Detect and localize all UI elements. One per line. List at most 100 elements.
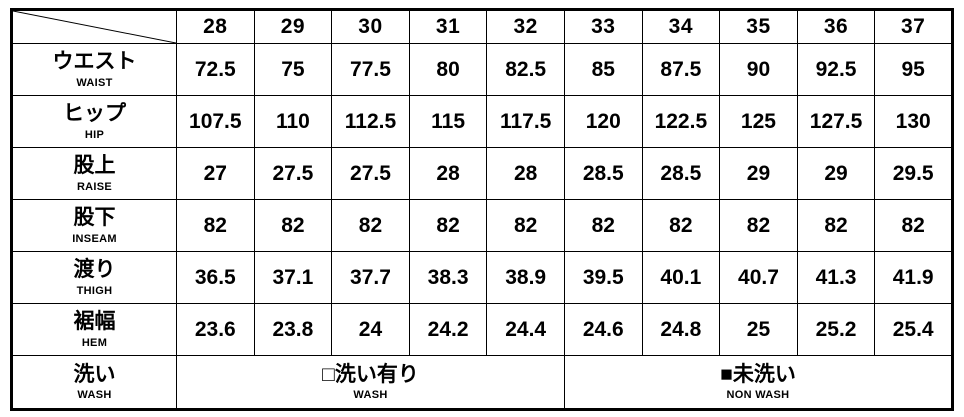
value-cell-raise-size-31: 28 [408,147,488,200]
value-cell-waist-size-32: 82.5 [486,43,565,96]
value-cell-raise-size-34: 28.5 [641,147,721,200]
size-col-header-28: 28 [176,9,255,44]
value-cell-waist-size-28: 72.5 [176,43,255,96]
row-label-english: HEM [81,336,108,349]
value-cell-hip-size-36: 127.5 [796,95,876,148]
size-chart-table: 28 29 30 31 32 33 34 35 36 37 ウエスト WAIST 72.5 75 77.5… [10,8,954,411]
size-col-header-31: 31 [408,9,488,44]
value-cell-raise-size-32: 28 [486,147,565,200]
value-cell-inseam-size-30: 82 [331,199,410,252]
value-cell-thigh-size-32: 38.9 [486,251,565,304]
value-cell-thigh-size-29: 37.1 [253,251,333,304]
size-col-header-36: 36 [796,9,876,44]
value-cell-hip-size-32: 117.5 [486,95,565,148]
value-cell-thigh-size-33: 39.5 [563,251,643,304]
value-cell-hip-size-31: 115 [408,95,488,148]
wash-group-cell-non-wash: ■未洗い NON WASH [563,355,954,410]
value-cell-waist-size-30: 77.5 [331,43,410,96]
size-col-header-30: 30 [331,9,410,44]
wash-group-cell-wash: □洗い有り WASH [176,355,565,410]
value-cell-inseam-size-36: 82 [796,199,876,252]
row-label-english: RAISE [76,180,113,193]
value-cell-raise-size-29: 27.5 [253,147,333,200]
measurement-row-thigh: 渡り THIGH 36.5 37.1 37.7 38.3 38.9 39.5 40.1 40.7 4… [11,251,953,304]
value-cell-waist-size-36: 92.5 [796,43,876,96]
value-cell-thigh-size-31: 38.3 [408,251,488,304]
wash-group-label-japanese: □洗い有り [322,362,419,386]
value-cell-hip-size-35: 125 [719,95,798,148]
value-cell-waist-size-37: 95 [874,43,953,96]
row-label-english: THIGH [76,284,113,297]
value-cell-hem-size-33: 24.6 [563,303,643,356]
value-cell-raise-size-35: 29 [719,147,798,200]
value-cell-thigh-size-34: 40.1 [641,251,721,304]
value-cell-waist-size-35: 90 [719,43,798,96]
value-cell-inseam-size-34: 82 [641,199,721,252]
value-cell-hem-size-31: 24.2 [408,303,488,356]
row-label-japanese: 股上 [73,154,116,178]
size-col-header-29: 29 [253,9,333,44]
value-cell-hem-size-34: 24.8 [641,303,721,356]
value-cell-thigh-size-35: 40.7 [719,251,798,304]
row-label-japanese: ヒップ [63,102,126,126]
measurement-row-hem: 裾幅 HEM 23.6 23.8 24 24.2 24.4 24.6 24.8 25 25.2 25.… [11,303,953,356]
value-cell-raise-size-36: 29 [796,147,876,200]
value-cell-hip-size-30: 112.5 [331,95,410,148]
value-cell-thigh-size-37: 41.9 [874,251,953,304]
size-col-header-32: 32 [486,9,565,44]
measurement-row-hip: ヒップ HIP 107.5 110 112.5 115 117.5 120 122.5 125 12… [11,95,953,148]
size-header-row: 28 29 30 31 32 33 34 35 36 37 [11,9,953,44]
value-cell-thigh-size-28: 36.5 [176,251,255,304]
value-cell-hip-size-29: 110 [253,95,333,148]
measurement-row-waist: ウエスト WAIST 72.5 75 77.5 80 82.5 85 87.5 90 92.5 95 [11,43,953,96]
row-label-english: WASH [77,389,112,401]
row-header-waist: ウエスト WAIST [11,43,177,96]
size-col-header-37: 37 [874,9,953,44]
size-col-header-35: 35 [719,9,798,44]
value-cell-raise-size-30: 27.5 [331,147,410,200]
diagonal-divider-line [13,11,176,43]
wash-group-label-japanese: ■未洗い [720,362,796,386]
value-cell-inseam-size-37: 82 [874,199,953,252]
row-header-hem: 裾幅 HEM [11,303,177,356]
value-cell-waist-size-33: 85 [563,43,643,96]
wash-group-label-english: NON WASH [726,389,790,401]
value-cell-hip-size-37: 130 [874,95,953,148]
value-cell-raise-size-33: 28.5 [563,147,643,200]
value-cell-inseam-size-28: 82 [176,199,255,252]
value-cell-inseam-size-35: 82 [719,199,798,252]
value-cell-inseam-size-33: 82 [563,199,643,252]
value-cell-hem-size-30: 24 [331,303,410,356]
value-cell-raise-size-37: 29.5 [874,147,953,200]
value-cell-inseam-size-31: 82 [408,199,488,252]
value-cell-hem-size-35: 25 [719,303,798,356]
size-col-header-34: 34 [641,9,721,44]
measurement-row-inseam: 股下 INSEAM 82 82 82 82 82 82 82 82 82 82 [11,199,953,252]
wash-row: 洗い WASH □洗い有り WASH ■未洗い NON WASH [11,355,954,410]
value-cell-thigh-size-36: 41.3 [796,251,876,304]
diagonal-corner-cell [11,9,177,44]
value-cell-hem-size-28: 23.6 [176,303,255,356]
value-cell-hip-size-34: 122.5 [641,95,721,148]
value-cell-inseam-size-29: 82 [253,199,333,252]
row-label-english: WAIST [76,76,113,89]
measurement-row-raise: 股上 RAISE 27 27.5 27.5 28 28 28.5 28.5 29 29 29.5 [11,147,953,200]
row-label-japanese: 股下 [73,206,116,230]
row-label-japanese: 洗い [73,362,116,386]
size-table-body: ウエスト WAIST 72.5 75 77.5 80 82.5 85 87.5 90 92.5 95 ヒ… [11,43,954,410]
value-cell-hip-size-28: 107.5 [176,95,255,148]
row-label-japanese: ウエスト [52,50,137,74]
value-cell-waist-size-31: 80 [408,43,488,96]
row-label-japanese: 裾幅 [73,310,116,334]
row-label-japanese: 渡り [73,258,116,282]
value-cell-hem-size-32: 24.4 [486,303,565,356]
size-col-header-33: 33 [563,9,643,44]
row-header-wash: 洗い WASH [11,355,177,410]
value-cell-hem-size-37: 25.4 [874,303,953,356]
wash-group-label-english: WASH [353,389,388,401]
row-label-english: HIP [84,128,105,141]
value-cell-raise-size-28: 27 [176,147,255,200]
row-label-english: INSEAM [72,232,117,245]
value-cell-hip-size-33: 120 [563,95,643,148]
